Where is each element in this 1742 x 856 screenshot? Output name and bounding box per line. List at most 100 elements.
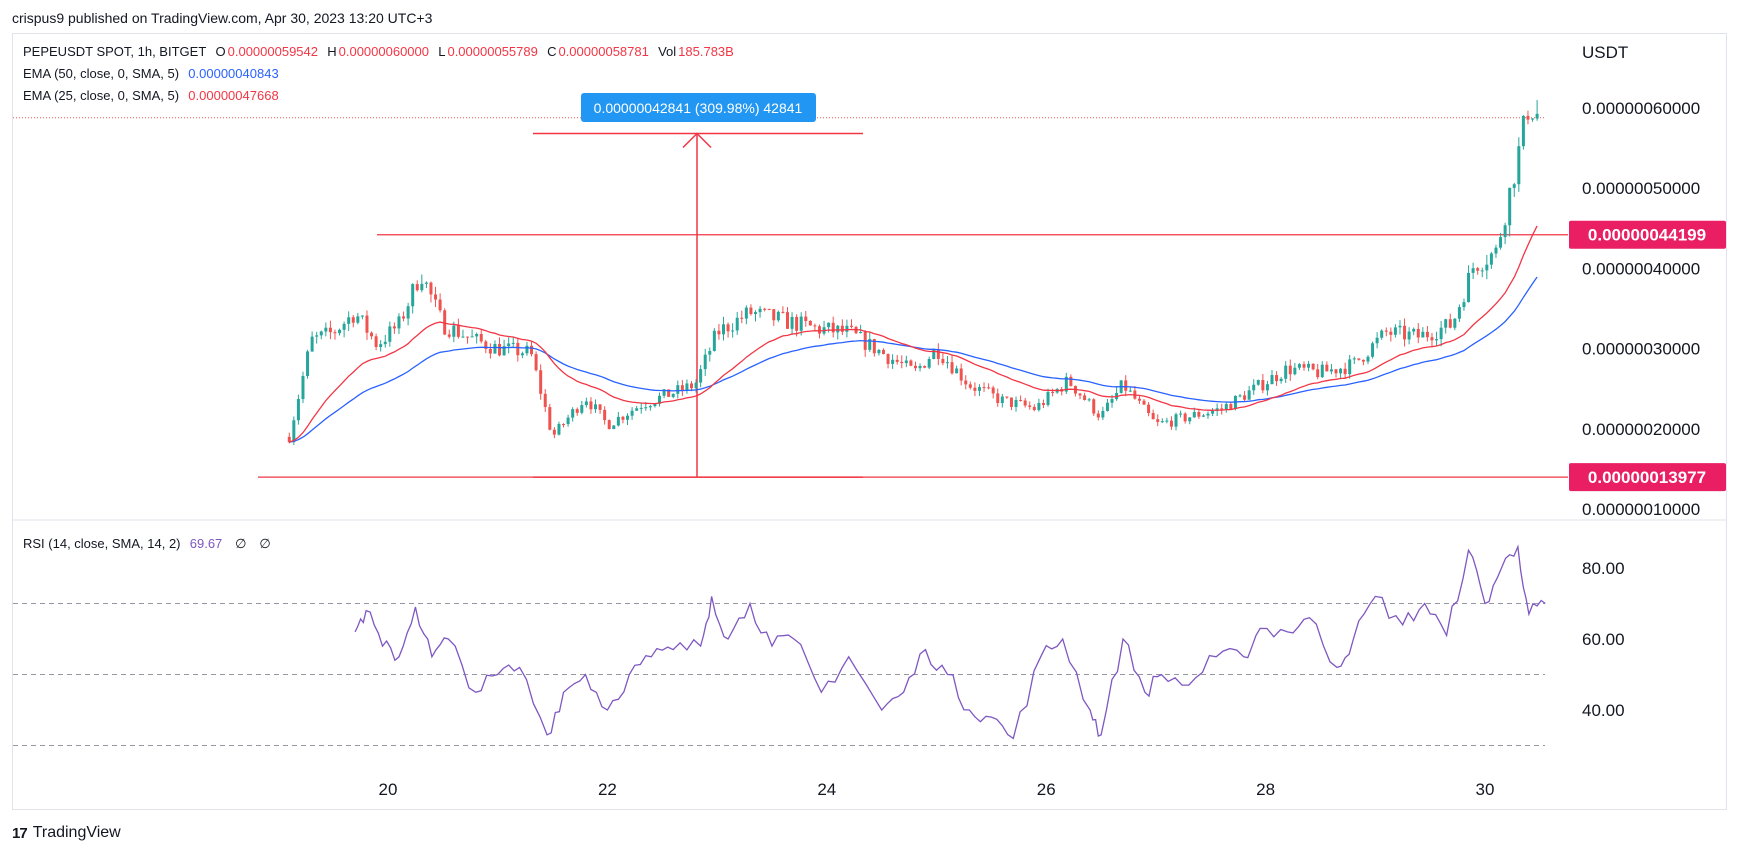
candle-body[interactable]	[498, 343, 502, 356]
candle-body[interactable]	[859, 331, 863, 334]
candle-body[interactable]	[543, 393, 547, 408]
candle-body[interactable]	[479, 333, 483, 342]
candle-body[interactable]	[580, 405, 584, 413]
candle-body[interactable]	[328, 327, 332, 333]
candle-body[interactable]	[680, 385, 684, 391]
candle-body[interactable]	[1416, 328, 1420, 338]
candle-body[interactable]	[1275, 375, 1279, 382]
candle-body[interactable]	[1457, 307, 1461, 319]
candle-body[interactable]	[849, 325, 853, 327]
candle-body[interactable]	[1499, 237, 1503, 248]
candle-body[interactable]	[1051, 391, 1055, 393]
candle-body[interactable]	[648, 406, 652, 408]
candle-body[interactable]	[552, 429, 556, 435]
candle-body[interactable]	[1430, 337, 1434, 341]
candle-body[interactable]	[1279, 378, 1283, 382]
candle-body[interactable]	[1489, 253, 1493, 265]
candle-body[interactable]	[1393, 327, 1397, 335]
candle-body[interactable]	[374, 336, 378, 347]
candle-body[interactable]	[392, 326, 396, 329]
candle-body[interactable]	[1270, 375, 1274, 385]
candle-body[interactable]	[1220, 408, 1224, 410]
candle-body[interactable]	[333, 332, 337, 334]
candle-body[interactable]	[1092, 399, 1096, 414]
candle-body[interactable]	[1307, 363, 1311, 368]
candle-body[interactable]	[1211, 410, 1215, 414]
candle-body[interactable]	[1476, 268, 1480, 271]
candle-body[interactable]	[1325, 364, 1329, 372]
candle-body[interactable]	[1517, 146, 1521, 185]
candle-body[interactable]	[1448, 319, 1452, 328]
candle-body[interactable]	[726, 324, 730, 332]
candle-body[interactable]	[982, 387, 986, 389]
candle-body[interactable]	[977, 387, 981, 391]
candle-body[interactable]	[1462, 302, 1466, 308]
candle-body[interactable]	[1302, 364, 1306, 368]
candle-body[interactable]	[1247, 390, 1251, 400]
candle-body[interactable]	[379, 344, 383, 347]
candle-body[interactable]	[639, 407, 643, 409]
candle-body[interactable]	[443, 310, 447, 335]
candle-body[interactable]	[429, 282, 433, 295]
candle-body[interactable]	[735, 317, 739, 331]
candle-body[interactable]	[1124, 380, 1128, 391]
candle-body[interactable]	[1435, 339, 1439, 341]
candle-body[interactable]	[1265, 384, 1269, 391]
candle-body[interactable]	[1480, 270, 1484, 272]
candle-body[interactable]	[520, 353, 524, 356]
candle-body[interactable]	[594, 404, 598, 410]
candle-body[interactable]	[932, 349, 936, 359]
rsi-legend[interactable]: RSI (14, close, SMA, 14, 2) 69.67 ∅ ∅	[23, 536, 273, 552]
candle-body[interactable]	[356, 316, 360, 323]
candle-body[interactable]	[424, 282, 428, 284]
candle-body[interactable]	[296, 399, 300, 421]
candle-body[interactable]	[466, 336, 470, 338]
candle-body[interactable]	[534, 354, 538, 371]
candle-body[interactable]	[1494, 247, 1498, 254]
candle-body[interactable]	[703, 354, 707, 370]
candle-body[interactable]	[287, 436, 291, 443]
candle-body[interactable]	[1083, 395, 1087, 401]
candle-body[interactable]	[1110, 399, 1114, 403]
candle-body[interactable]	[1508, 187, 1512, 226]
candle-body[interactable]	[1316, 369, 1320, 378]
candle-body[interactable]	[845, 325, 849, 332]
candle-body[interactable]	[941, 358, 945, 364]
candle-body[interactable]	[447, 334, 451, 337]
candle-body[interactable]	[1521, 115, 1525, 147]
candle-body[interactable]	[676, 385, 680, 394]
candle-body[interactable]	[557, 424, 561, 435]
candle-body[interactable]	[635, 408, 639, 411]
candle-body[interactable]	[1371, 343, 1375, 357]
candle-body[interactable]	[1252, 384, 1256, 391]
candle-body[interactable]	[370, 332, 374, 337]
candle-body[interactable]	[923, 365, 927, 368]
candle-body[interactable]	[612, 425, 616, 430]
candle-body[interactable]	[1453, 318, 1457, 328]
candle-body[interactable]	[1009, 397, 1013, 407]
candle-body[interactable]	[1366, 356, 1370, 362]
candle-body[interactable]	[1439, 327, 1443, 340]
ema25-line[interactable]	[289, 225, 1538, 443]
candle-body[interactable]	[415, 284, 419, 291]
candle-body[interactable]	[767, 308, 771, 310]
candle-body[interactable]	[712, 330, 716, 351]
candle-body[interactable]	[1389, 331, 1393, 335]
candle-body[interactable]	[927, 358, 931, 368]
candle-body[interactable]	[525, 345, 529, 354]
candle-body[interactable]	[950, 362, 954, 374]
candle-body[interactable]	[753, 312, 757, 315]
candle-body[interactable]	[1014, 400, 1018, 407]
candle-body[interactable]	[607, 420, 611, 430]
candle-body[interactable]	[721, 324, 725, 335]
candle-body[interactable]	[1064, 376, 1068, 392]
candle-body[interactable]	[1531, 118, 1535, 120]
candle-body[interactable]	[1243, 395, 1247, 400]
candle-body[interactable]	[653, 403, 657, 407]
candle-body[interactable]	[1297, 364, 1301, 368]
candle-body[interactable]	[1197, 412, 1201, 417]
candle-body[interactable]	[456, 325, 460, 337]
candle-body[interactable]	[1339, 368, 1343, 374]
candle-body[interactable]	[1096, 413, 1100, 418]
